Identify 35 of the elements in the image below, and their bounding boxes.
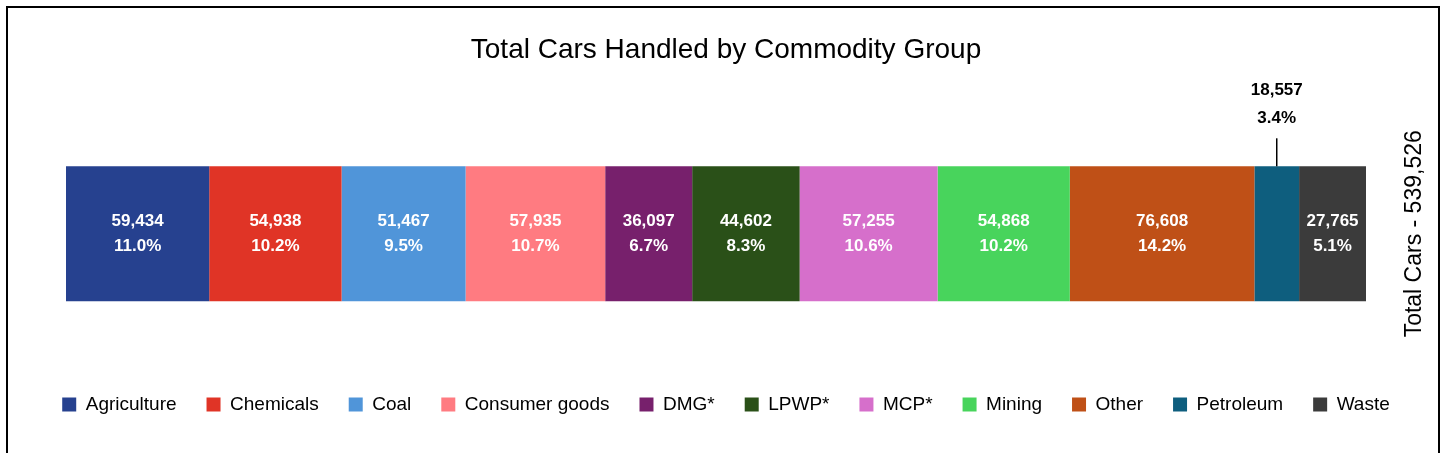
bar <box>937 166 1070 302</box>
legend-label: Coal <box>372 392 412 414</box>
legend-label: Mining <box>986 392 1043 414</box>
chart-title: Total Cars Handled by Commodity Group <box>470 32 982 64</box>
data-label: 54,868 10.2% <box>977 210 1030 255</box>
bar <box>799 166 938 302</box>
legend-label: DMG* <box>662 392 716 414</box>
bar <box>209 166 342 302</box>
bar <box>66 166 210 302</box>
data-label: 59,434 11.0% <box>111 210 165 255</box>
legend-label: Chemicals <box>230 392 319 414</box>
data-label: 44,602 8.3% <box>719 210 772 255</box>
data-label: 54,938 10.2% <box>249 210 302 255</box>
data-label: 18,557 3.4% <box>1250 79 1303 127</box>
legend-label: Other <box>1095 392 1144 414</box>
legend-label: Waste <box>1336 392 1390 414</box>
legend-label: Consumer goods <box>464 392 610 414</box>
data-label: 57,935 10.7% <box>509 210 562 255</box>
legend-label: LPWP* <box>768 392 831 414</box>
data-label: 36,097 6.7% <box>622 210 675 255</box>
bar <box>692 166 800 302</box>
data-label: 57,255 10.6% <box>842 210 895 255</box>
bar <box>605 166 693 302</box>
bar <box>341 166 466 302</box>
data-label: 76,608 14.2% <box>1136 210 1189 255</box>
legend-label: Agriculture <box>85 392 177 414</box>
legend-label: MCP* <box>882 392 934 414</box>
data-label: 51,467 9.5% <box>377 210 430 255</box>
bar <box>465 166 606 302</box>
legend-label: Petroleum <box>1196 392 1284 414</box>
bar <box>1299 166 1366 302</box>
y-axis-title: Total Cars - 539,526 <box>1400 130 1427 338</box>
bar <box>1069 166 1255 302</box>
data-label: 27,765 5.1% <box>1306 210 1359 255</box>
bar <box>1254 166 1300 302</box>
